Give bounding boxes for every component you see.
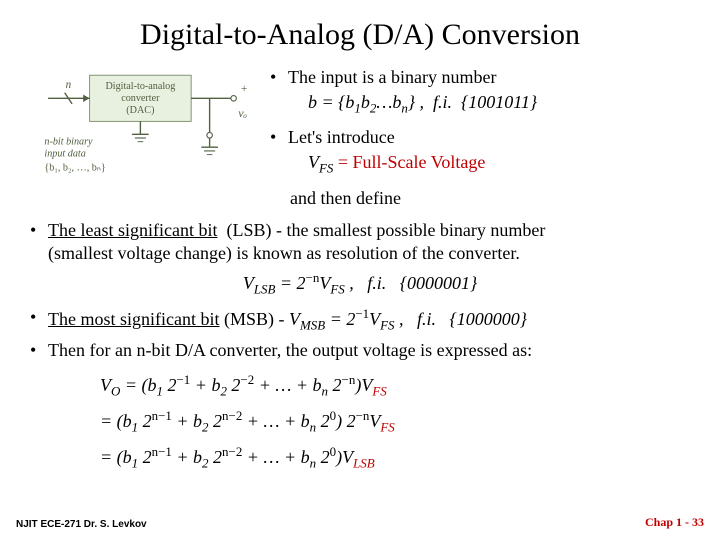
lsb-line2: (smallest voltage change) is known as re… [48,243,520,263]
right-bullet-list: The input is a binary number b = {b1b2…b… [270,66,690,209]
input-caption-1: n-bit binary [44,136,93,147]
bullet-lsb: The least significant bit (LSB) - the sm… [30,219,690,264]
footer-right-num: 33 [692,515,704,529]
eq-b: b = {b1b2…bn} , f.i. {1001011} [308,92,537,112]
bullet-input: The input is a binary number b = {b1b2…b… [270,66,690,116]
dac-box-label-2: converter [121,93,160,104]
bullet-input-eq: b = {b1b2…bn} , f.i. {1001011} [308,91,690,117]
output-node [231,96,237,102]
top-row: Digital-to-analog converter (DAC) n + vₒ [30,66,690,215]
plus-label: + [241,83,247,95]
n-label: n [66,79,72,91]
and-then-define: and then define [288,187,690,210]
footer-right-prefix: Chap 1 - [645,515,692,529]
lsb-line1: The least significant bit (LSB) - the sm… [48,220,545,240]
msb-equation: VMSB = 2−1VFS , f.i. {1000000} [289,309,527,329]
footer-right: Chap 1 - 33 [645,515,704,530]
lsb-equation: VLSB = 2−nVFS , f.i. {0000001} [30,270,690,298]
input-caption-2: input data [44,148,85,159]
bullet-then: Then for an n-bit D/A converter, the out… [30,339,690,362]
slide-title: Digital-to-Analog (D/A) Conversion [30,18,690,52]
vo-line2: = (b1 2n−1 + b2 2n−2 + … + bn 20) 2−nVFS [100,404,690,440]
dac-block-diagram: Digital-to-analog converter (DAC) n + vₒ [30,66,260,186]
vo-equation-block: VO = (b1 2−1 + b2 2−2 + … + bn 2−n)VFS =… [100,368,690,477]
dac-box-label-3: (DAC) [126,105,154,116]
vo-line3: = (b1 2n−1 + b2 2n−2 + … + bn 20)VLSB [100,440,690,476]
bullet-introduce: Let's introduce VFS = Full-Scale Voltage… [270,126,690,209]
ground-node [207,132,213,138]
lower-bullet-block: The least significant bit (LSB) - the sm… [30,219,690,476]
input-arrowhead [83,95,89,102]
right-bullet-column: The input is a binary number b = {b1b2…b… [270,66,690,215]
input-bits: {b₁, b₂, …, bₙ} [44,162,105,173]
bullet-input-text: The input is a binary number [288,67,496,87]
vfs-rhs: = Full-Scale Voltage [333,152,485,172]
vo-line1: VO = (b1 2−1 + b2 2−2 + … + bn 2−n)VFS [100,368,690,404]
vo-label: vₒ [238,106,247,120]
vfs-eq: VFS = Full-Scale Voltage [308,151,690,177]
dac-box-label-1: Digital-to-analog [105,81,175,92]
lower-bullet-list: The least significant bit (LSB) - the sm… [30,219,690,264]
msb-bullet-list: The most significant bit (MSB) - VMSB = … [30,306,690,362]
msb-text: The most significant bit (MSB) - [48,309,289,329]
footer-left: NJIT ECE-271 Dr. S. Levkov [16,519,147,530]
slide-container: Digital-to-Analog (D/A) Conversion Digit… [0,0,720,540]
bullet-msb: The most significant bit (MSB) - VMSB = … [30,306,690,334]
bullet-introduce-text: Let's introduce [288,127,395,147]
